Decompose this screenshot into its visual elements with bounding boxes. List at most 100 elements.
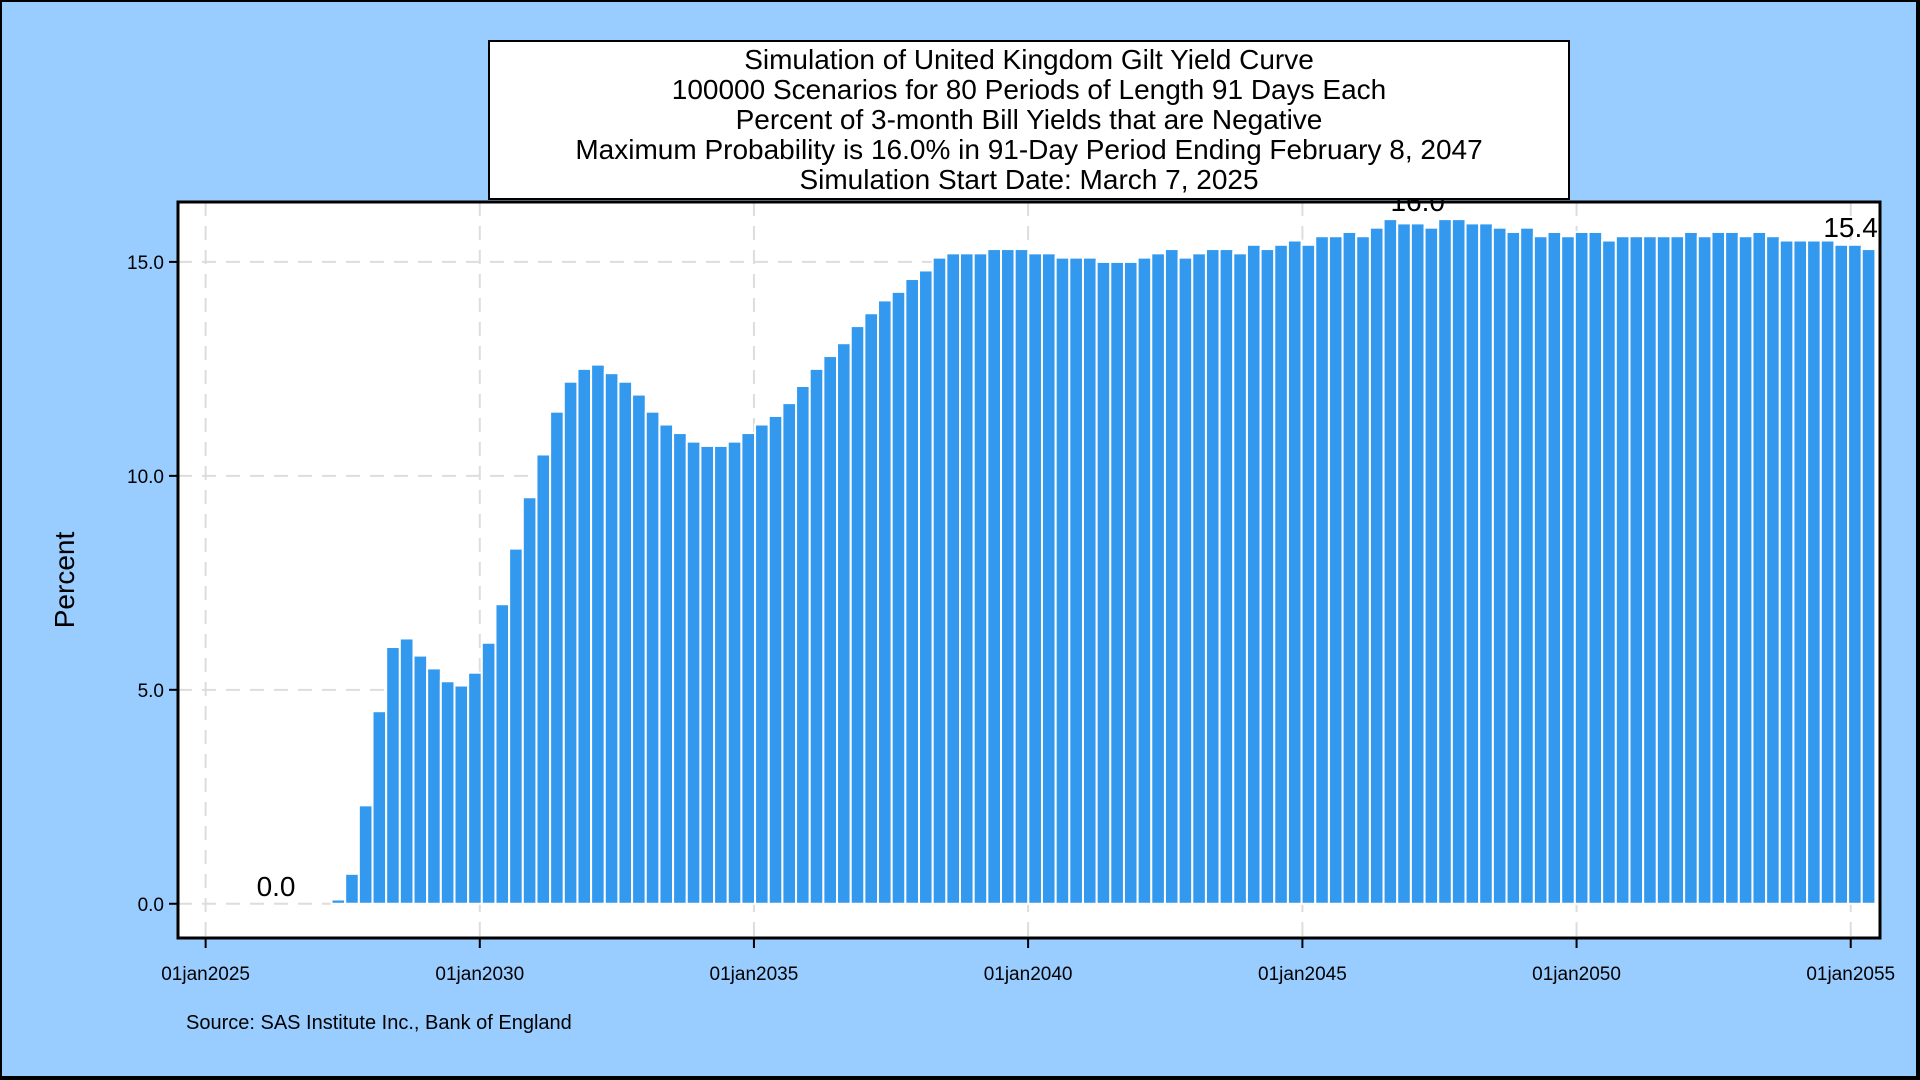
bar xyxy=(1505,230,1522,905)
x-tick-label: 01jan2050 xyxy=(1532,964,1621,985)
bar xyxy=(371,710,388,905)
bar xyxy=(1478,222,1494,905)
bar xyxy=(590,363,606,905)
bar xyxy=(1382,218,1399,905)
bar xyxy=(1095,260,1112,905)
bar xyxy=(603,372,620,905)
bar xyxy=(1601,239,1617,905)
bar xyxy=(1355,235,1371,905)
bar xyxy=(1341,230,1358,905)
bar xyxy=(1614,235,1631,905)
bar xyxy=(658,423,675,905)
bar xyxy=(754,423,770,905)
data-labels: 0.016.015.4 xyxy=(257,186,1878,902)
bar xyxy=(1409,222,1426,905)
data-label: 15.4 xyxy=(1823,212,1878,243)
bar xyxy=(849,325,866,905)
bar xyxy=(1710,230,1727,905)
bar xyxy=(412,654,429,905)
bar xyxy=(972,252,989,905)
bar xyxy=(726,440,743,905)
bar xyxy=(795,385,811,905)
bar xyxy=(1519,226,1535,905)
bar xyxy=(1027,252,1043,905)
bar xyxy=(576,367,593,905)
bar xyxy=(1259,248,1276,905)
title-line-2: 100000 Scenarios for 80 Periods of Lengt… xyxy=(671,74,1387,105)
bar xyxy=(904,278,921,905)
bar xyxy=(1642,235,1658,905)
bar xyxy=(1573,230,1590,905)
bar xyxy=(644,410,661,905)
bar xyxy=(1847,243,1863,905)
y-tick-label: 0.0 xyxy=(138,895,164,916)
bar xyxy=(1833,243,1850,905)
bar xyxy=(439,680,456,905)
bar xyxy=(1068,256,1084,905)
bar xyxy=(1109,260,1125,905)
bar xyxy=(1860,248,1877,905)
bar xyxy=(1191,252,1207,905)
bar xyxy=(699,444,716,905)
bar xyxy=(877,299,893,905)
title-line-1: Simulation of United Kingdom Gilt Yield … xyxy=(744,44,1314,75)
bar xyxy=(1806,239,1822,905)
bar xyxy=(535,453,552,905)
bar xyxy=(1437,218,1453,905)
bar xyxy=(1218,248,1235,905)
y-axis-title: Percent xyxy=(49,532,80,629)
title-line-3: Percent of 3-month Bill Yields that are … xyxy=(735,104,1323,135)
bar xyxy=(631,393,647,905)
bar xyxy=(808,367,825,905)
bar xyxy=(1136,256,1153,905)
bar xyxy=(1491,226,1508,905)
bars xyxy=(330,218,1877,905)
bar xyxy=(890,290,907,905)
bar xyxy=(986,248,1003,905)
bar xyxy=(1669,235,1686,905)
bar xyxy=(740,432,757,905)
bar xyxy=(1000,248,1016,905)
bar xyxy=(1819,239,1836,905)
bar xyxy=(672,432,688,905)
bar xyxy=(1150,252,1166,905)
bar xyxy=(1751,230,1768,905)
bar xyxy=(1778,239,1795,905)
bar xyxy=(931,256,948,905)
source-note: Source: SAS Institute Inc., Bank of Engl… xyxy=(186,1012,572,1034)
bar xyxy=(617,380,634,905)
bar xyxy=(357,804,374,905)
bar xyxy=(863,312,880,905)
bar xyxy=(453,684,470,905)
bar xyxy=(1273,243,1289,905)
data-label: 0.0 xyxy=(257,871,296,902)
bar xyxy=(1245,243,1262,905)
bar xyxy=(508,547,524,905)
bar xyxy=(1683,230,1699,905)
bar xyxy=(1314,235,1330,905)
bar xyxy=(1532,235,1549,905)
bar xyxy=(494,603,511,905)
bar xyxy=(344,872,360,905)
bar xyxy=(1560,235,1576,905)
x-tick-label: 01jan2040 xyxy=(984,964,1073,985)
title-line-4: Maximum Probability is 16.0% in 91-Day P… xyxy=(575,134,1483,165)
title-line-5: Simulation Start Date: March 7, 2025 xyxy=(799,164,1259,195)
bar xyxy=(1737,235,1754,905)
bar xyxy=(467,671,483,905)
bar xyxy=(521,496,538,905)
bar xyxy=(945,252,962,905)
bar xyxy=(781,402,798,905)
bar xyxy=(1081,256,1098,905)
bar xyxy=(1327,235,1344,905)
bar xyxy=(330,898,347,905)
bar xyxy=(1628,235,1645,905)
bar xyxy=(1464,222,1481,905)
bar xyxy=(398,637,415,905)
bar xyxy=(1163,248,1180,905)
bar xyxy=(1765,235,1781,905)
bar xyxy=(1122,260,1139,905)
bar xyxy=(1546,230,1563,905)
